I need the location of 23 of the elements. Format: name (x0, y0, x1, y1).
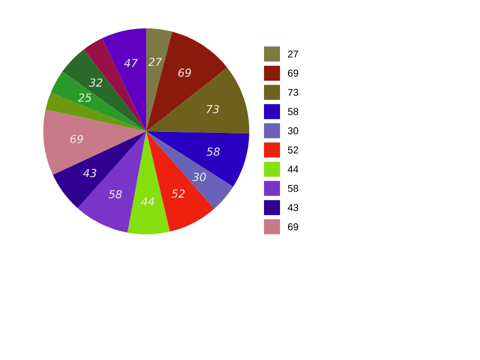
legend-label: 69 (288, 70, 298, 77)
data-label: 52 (172, 189, 185, 198)
data-label: 30 (192, 172, 206, 182)
legend-label: 58 (288, 184, 298, 192)
legend-label: 30 (288, 127, 298, 134)
legend-label: 73 (288, 88, 298, 96)
legend-label: 52 (288, 146, 298, 154)
data-label: 32 (89, 78, 102, 87)
data-label: 47 (124, 59, 138, 67)
data-label: 43 (83, 168, 96, 178)
data-label: 73 (206, 104, 219, 114)
data-label: 69 (178, 68, 191, 77)
data-label: 69 (70, 134, 83, 144)
legend-label: 44 (288, 166, 298, 173)
data-label: 25 (78, 94, 92, 102)
legend-label: 43 (288, 204, 298, 212)
legend-label: 58 (288, 108, 298, 116)
legend-label: 69 (288, 223, 298, 230)
legend-label: 27 (288, 50, 298, 58)
data-label: 58 (206, 148, 220, 156)
data-label: 27 (148, 58, 162, 66)
data-label: 58 (108, 190, 122, 198)
data-label: 44 (141, 197, 154, 206)
